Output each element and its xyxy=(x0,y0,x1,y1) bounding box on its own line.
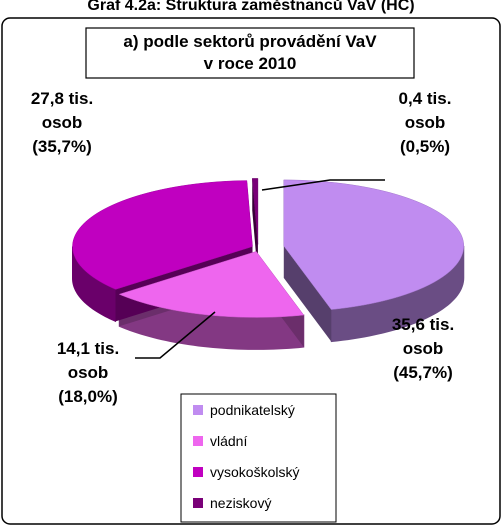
data-label: osob xyxy=(403,339,444,358)
legend-label: vládní xyxy=(210,433,247,449)
leader-line xyxy=(135,311,216,359)
data-label: osob xyxy=(42,113,83,132)
data-label: (0,5%) xyxy=(400,137,450,156)
slice xyxy=(283,179,465,310)
slice xyxy=(118,251,305,318)
title-box xyxy=(85,27,415,79)
chart-title: v roce 2010 xyxy=(204,54,297,73)
leader-line xyxy=(261,179,385,191)
legend-swatch xyxy=(193,467,203,477)
pie xyxy=(72,178,465,350)
legend-label: vysokoškolský xyxy=(210,464,299,480)
legend-box xyxy=(180,393,337,523)
legend-label: podnikatelský xyxy=(210,402,295,418)
slice xyxy=(72,180,253,290)
data-label: osob xyxy=(405,113,446,132)
legend-swatch xyxy=(193,498,203,508)
data-label: 14,1 tis. xyxy=(57,339,119,358)
data-label: (18,0%) xyxy=(58,387,118,406)
data-label: osob xyxy=(68,363,109,382)
legend-swatch xyxy=(193,436,203,446)
slice xyxy=(251,178,259,245)
data-label: 27,8 tis. xyxy=(31,89,93,108)
legend-label: neziskový xyxy=(210,495,271,511)
data-label: (45,7%) xyxy=(393,363,453,382)
data-label: (35,7%) xyxy=(32,137,92,156)
chart-heading: Graf 4.2a: Struktura zaměstnanců VaV (HC… xyxy=(87,0,414,14)
data-label: 35,6 tis. xyxy=(392,315,454,334)
chart-title: a) podle sektorů provádění VaV xyxy=(123,32,377,51)
data-label: 0,4 tis. xyxy=(399,89,452,108)
legend-swatch xyxy=(193,405,203,415)
slice-cut xyxy=(283,245,332,342)
